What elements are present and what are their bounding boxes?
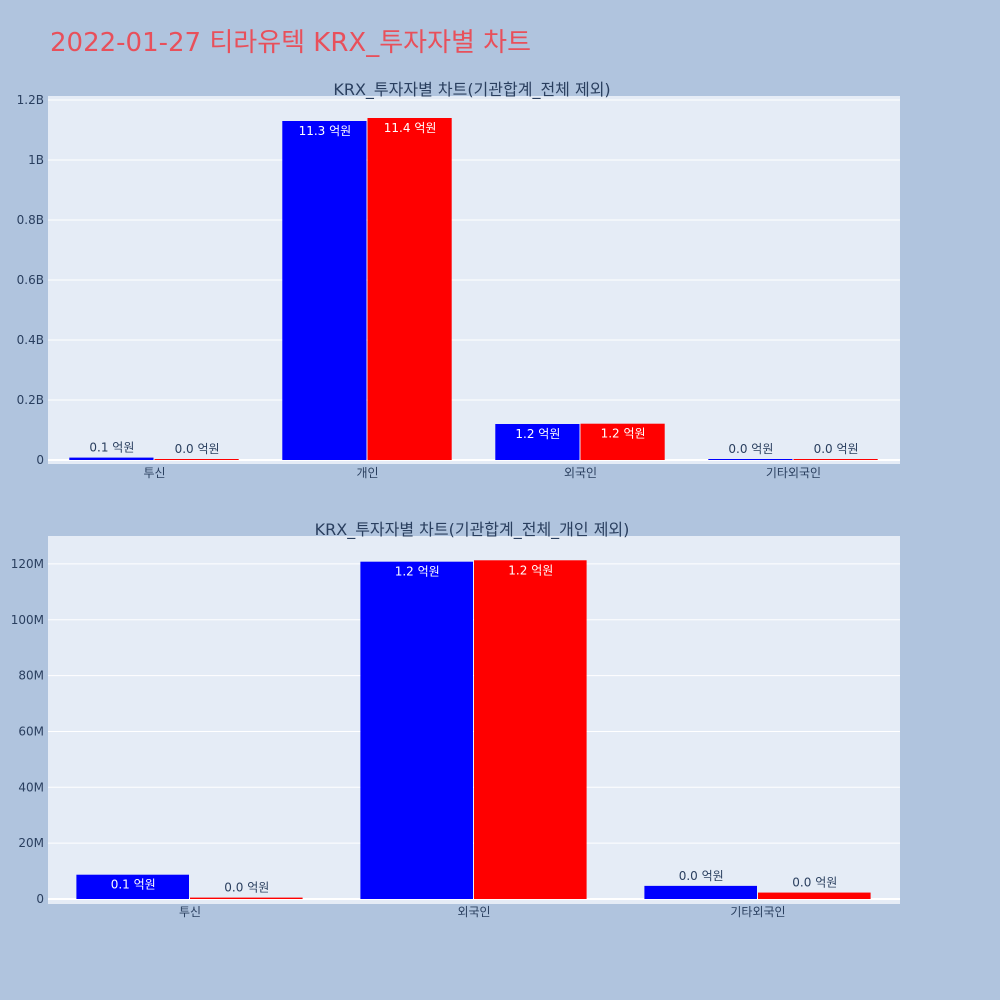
bar (367, 118, 452, 460)
bar-data-label: 1.2 억원 (601, 427, 646, 441)
bar (644, 885, 757, 899)
bar-data-label: 0.0 억원 (792, 876, 837, 890)
y-tick-label: 0 (36, 453, 44, 467)
bar (793, 459, 878, 460)
bar (708, 459, 793, 460)
chart-title: KRX_투자자별 차트(기관합계_전체 제외) (333, 80, 610, 100)
bar (495, 424, 580, 460)
y-tick-label: 40M (18, 780, 44, 794)
bar (154, 459, 239, 460)
x-tick-label: 투신 (143, 466, 165, 480)
bar (76, 874, 189, 899)
bar-data-label: 0.1 억원 (111, 878, 156, 892)
bar (360, 561, 473, 899)
bar (190, 897, 303, 899)
bar-data-label: 0.0 억원 (175, 442, 220, 456)
x-tick-label: 투신 (179, 905, 201, 919)
bar-data-label: 11.3 억원 (299, 124, 352, 138)
bar (474, 560, 587, 899)
y-tick-label: 100M (11, 613, 44, 627)
y-tick-label: 0.6B (17, 273, 44, 287)
y-tick-label: 0.8B (17, 213, 44, 227)
y-tick-label: 120M (11, 557, 44, 571)
y-tick-label: 1B (28, 153, 44, 167)
bar-data-label: 0.0 억원 (679, 869, 724, 883)
bar-data-label: 0.0 억원 (224, 881, 269, 895)
bar-data-label: 11.4 억원 (384, 121, 437, 135)
x-tick-label: 기타외국인 (730, 905, 785, 919)
bar (282, 121, 367, 460)
bar (69, 457, 154, 460)
y-tick-label: 60M (18, 724, 44, 738)
x-tick-label: 외국인 (564, 466, 597, 480)
bar-data-label: 0.1 억원 (89, 441, 134, 455)
bar-data-label: 0.0 억원 (728, 442, 773, 456)
x-tick-label: 기타외국인 (766, 466, 821, 480)
bar (758, 892, 871, 899)
x-tick-label: 외국인 (457, 905, 490, 919)
y-tick-label: 1.2B (17, 93, 44, 107)
page-title: 2022-01-27 티라유텍 KRX_투자자별 차트 (50, 28, 532, 58)
y-tick-label: 0.2B (17, 393, 44, 407)
bar-data-label: 1.2 억원 (395, 565, 440, 579)
bar (580, 423, 665, 460)
x-tick-label: 개인 (356, 466, 378, 480)
bar-data-label: 1.2 억원 (508, 563, 553, 577)
y-tick-label: 0 (36, 892, 44, 906)
chart-title: KRX_투자자별 차트(기관합계_전체_개인 제외) (315, 520, 630, 540)
bar-data-label: 0.0 억원 (814, 442, 859, 456)
y-tick-label: 80M (18, 669, 44, 683)
bar-data-label: 1.2 억원 (515, 427, 560, 441)
y-tick-label: 20M (18, 836, 44, 850)
y-tick-label: 0.4B (17, 333, 44, 347)
